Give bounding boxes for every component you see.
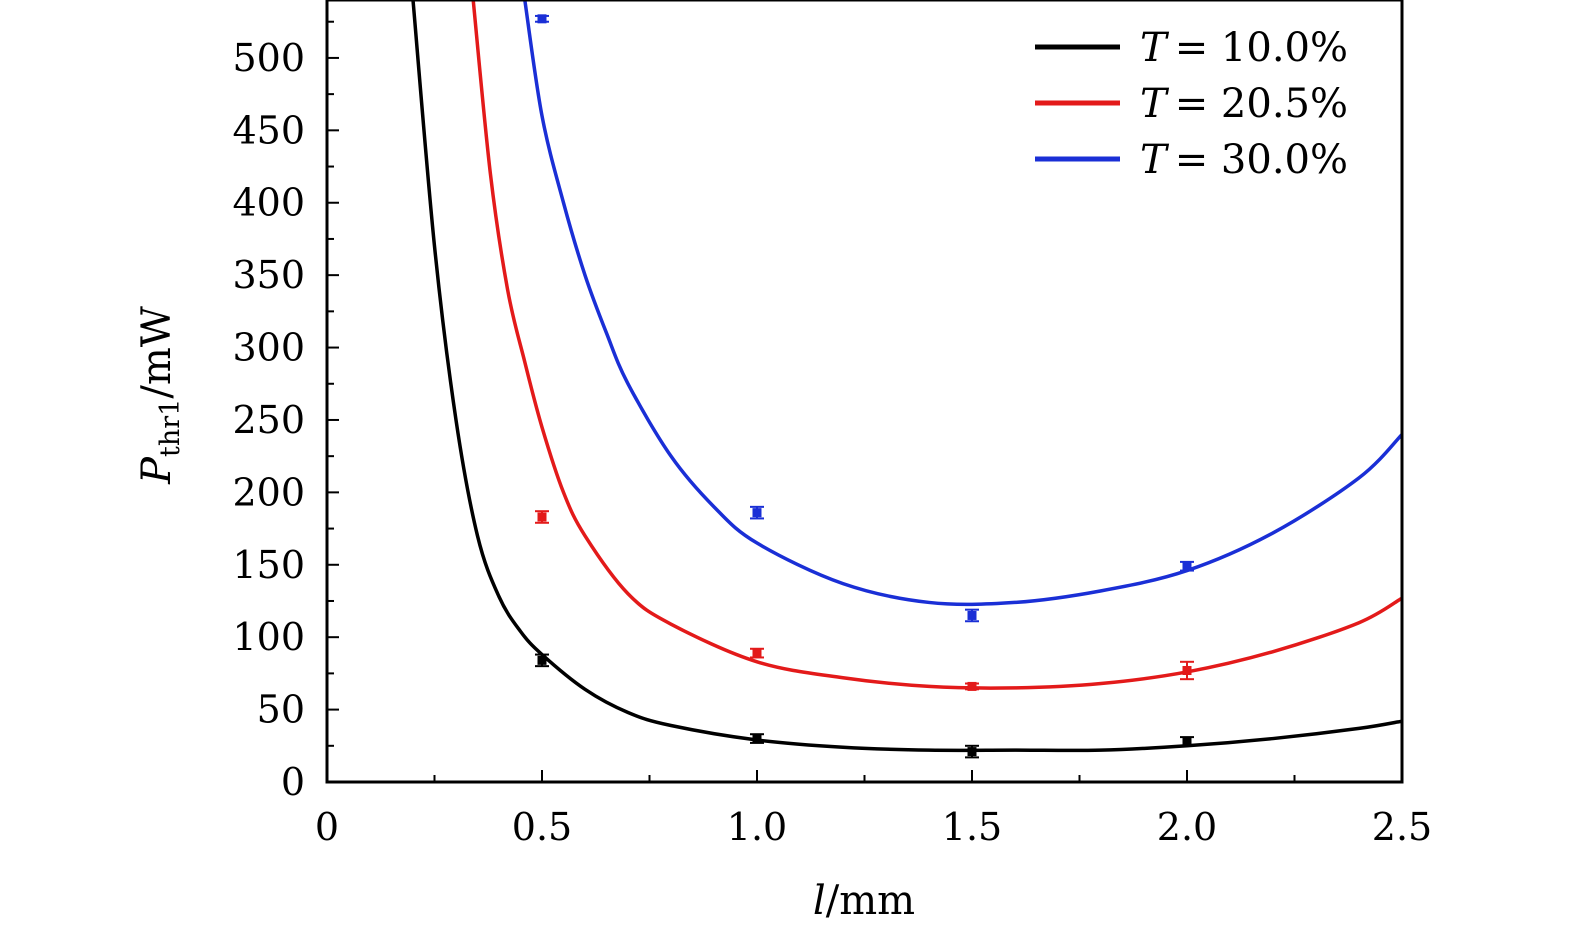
legend-value: = 30.0% [1175, 137, 1348, 183]
y-tick-label: 50 [257, 688, 305, 732]
legend: T = 10.0%T = 20.5%T = 30.0% [1035, 25, 1348, 183]
data-point [752, 648, 762, 658]
legend-value: = 20.5% [1175, 81, 1348, 127]
data-point [537, 512, 547, 522]
x-axis-ticks: 0 0.5 1.0 1.5 2.0 2.5 [315, 770, 1432, 849]
y-tick-label: 400 [232, 181, 305, 225]
x-axis-title: l/mm [813, 878, 915, 924]
y-axis-variable: P [134, 456, 180, 485]
y-tick-label: 250 [232, 398, 305, 442]
x-axis-unit: /mm [826, 878, 915, 924]
x-tick-label: 2.5 [1372, 805, 1432, 849]
data-point [1182, 561, 1192, 571]
data-point [537, 14, 547, 24]
data-point [752, 734, 762, 744]
y-tick-label: 450 [232, 108, 305, 152]
y-tick-label: 100 [232, 615, 305, 659]
x-axis-variable: l [813, 878, 826, 924]
legend-label: T = 20.5% [1140, 81, 1348, 127]
data-point [752, 508, 762, 518]
y-axis-unit: /mW [134, 306, 180, 399]
data-point [967, 747, 977, 757]
data-points [535, 14, 1194, 759]
data-point [967, 610, 977, 620]
y-tick-label: 300 [232, 326, 305, 370]
y-axis-subscript: thr1 [155, 399, 186, 457]
y-tick-label: 150 [232, 543, 305, 587]
y-tick-label: 0 [281, 760, 305, 804]
legend-variable: T [1140, 137, 1170, 183]
x-tick-label: 1.0 [727, 805, 787, 849]
data-point [1182, 665, 1192, 675]
fit-curve-series-3 [523, 0, 1402, 607]
y-axis-title: Pthr1/mW [134, 306, 186, 485]
legend-variable: T [1140, 81, 1170, 127]
data-point [1182, 736, 1192, 746]
y-axis-ticks: 0 50 100 150 200 250 300 350 400 450 500 [232, 20, 339, 804]
y-tick-label: 200 [232, 470, 305, 514]
x-tick-label: 2.0 [1157, 805, 1217, 849]
y-tick-label: 350 [232, 253, 305, 297]
x-tick-label: 0.5 [512, 805, 572, 849]
data-point [537, 655, 547, 665]
legend-variable: T [1140, 25, 1170, 71]
x-tick-label: 0 [315, 805, 339, 849]
legend-label: T = 30.0% [1140, 137, 1348, 183]
legend-label: T = 10.0% [1140, 25, 1348, 71]
y-tick-label: 500 [232, 36, 305, 80]
legend-value: = 10.0% [1175, 25, 1348, 71]
x-tick-label: 1.5 [942, 805, 1002, 849]
data-point [967, 681, 977, 691]
